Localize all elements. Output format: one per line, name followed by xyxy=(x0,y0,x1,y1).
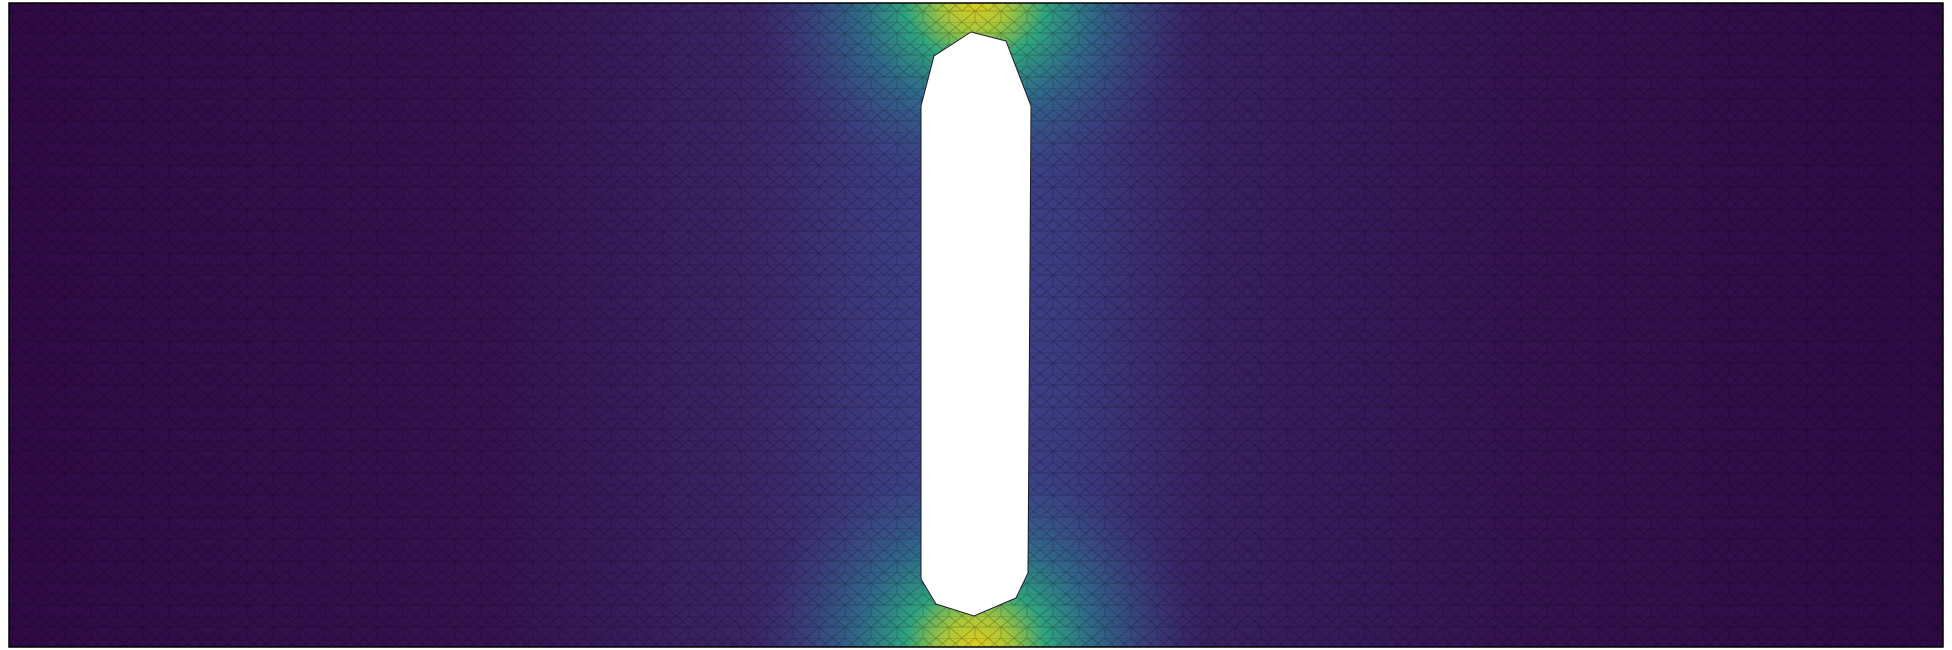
plate-border xyxy=(8,2,1944,648)
hole xyxy=(920,31,1032,617)
